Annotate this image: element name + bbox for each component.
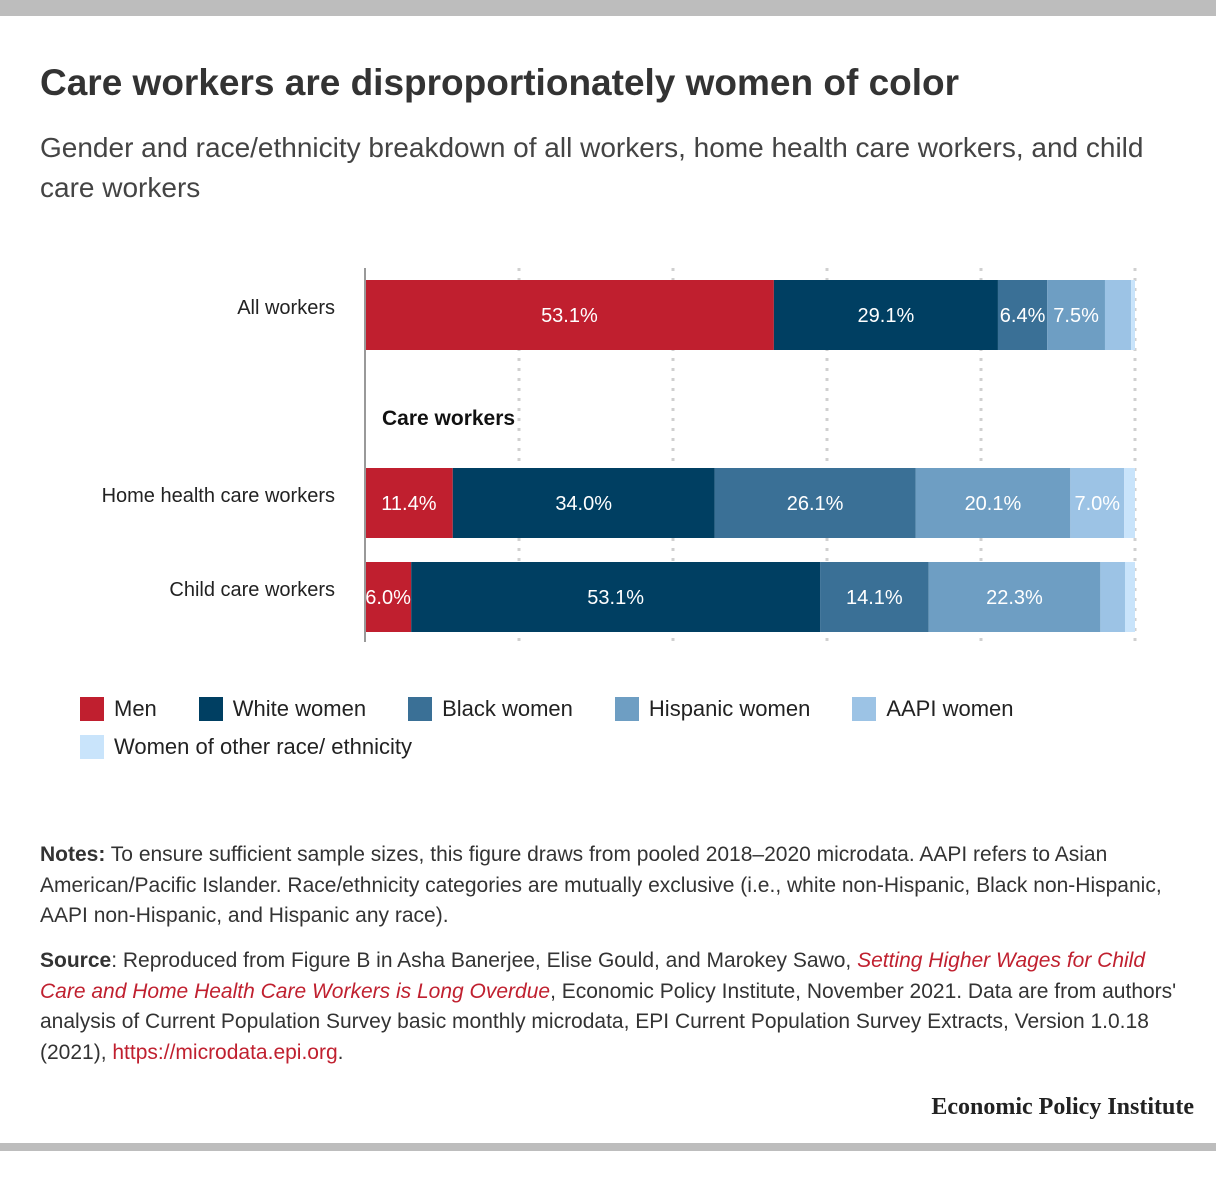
- category-label: Child care workers: [169, 579, 335, 601]
- data-label: 7.5%: [1053, 305, 1099, 327]
- data-label: 53.1%: [587, 587, 644, 609]
- source-text-before: : Reproduced from Figure B in Asha Baner…: [111, 949, 858, 972]
- stacked-bar-chart: 53.1% 29.1% 6.4% 7.5% All workers 11.4% 34.0% 2…: [102, 268, 1137, 642]
- data-label: 53.1%: [541, 305, 598, 327]
- legend-label: Hispanic women: [648, 696, 811, 721]
- legend-item-white-women: White women: [198, 696, 367, 722]
- chart-title: Care workers are disproportionately wome…: [40, 62, 960, 103]
- bar-women-of-other-race-ethnicity-2: [1124, 468, 1135, 538]
- legend-swatch: [852, 697, 877, 721]
- bar-men-2: [365, 468, 453, 538]
- legend-item-black-women: Black women: [408, 696, 573, 722]
- data-label: 22.3%: [986, 587, 1043, 609]
- bar-aapi-women-3: [1100, 562, 1125, 632]
- notes-text: To ensure sufficient sample sizes, this …: [40, 843, 1162, 927]
- bar-aapi-women-2: [1070, 468, 1125, 538]
- chart-subtitle: Gender and race/ethnicity breakdown of a…: [40, 132, 1144, 203]
- bar-black-women-2: [714, 468, 916, 538]
- bar-men-3: [365, 562, 412, 632]
- legend-label: Men: [114, 696, 157, 721]
- bar-aapi-women-1: [1104, 280, 1132, 350]
- legend-swatch: [408, 697, 433, 721]
- source-label: Source: [40, 949, 112, 972]
- data-label: 26.1%: [787, 493, 844, 515]
- bar-hispanic-women-2: [915, 468, 1071, 538]
- source-end: .: [337, 1040, 344, 1064]
- bar-hispanic-women-1: [1047, 280, 1105, 350]
- source-text-after: , Economic Policy Institute, November 20…: [40, 979, 1177, 1064]
- legend-item-women-of-other-race-ethnicity: Women of other race/ ethnicity: [80, 734, 412, 760]
- data-label: 34.0%: [555, 493, 612, 515]
- group-label-care-workers: Care workers: [382, 407, 515, 430]
- data-label: 29.1%: [858, 305, 915, 327]
- bar-white-women-2: [452, 468, 715, 538]
- bar-men-1: [365, 280, 774, 350]
- source-report-title-link[interactable]: Setting Higher Wages for Child Care and …: [40, 949, 1146, 1003]
- data-label: 11.4%: [381, 493, 436, 515]
- data-label: 20.1%: [965, 493, 1022, 515]
- legend-item-hispanic-women: Hispanic women: [614, 696, 811, 722]
- bar-hispanic-women-3: [928, 562, 1101, 632]
- bar-women-of-other-race-ethnicity-3: [1124, 562, 1135, 632]
- bottom-border: [0, 1143, 1216, 1151]
- bar-black-women-1: [997, 280, 1048, 350]
- epi-logo: Economic Policy Institute: [931, 1094, 1194, 1120]
- legend-item-aapi-women: AAPI women: [852, 696, 1014, 722]
- legend-swatch: [80, 697, 104, 721]
- legend-label: AAPI women: [886, 696, 1014, 721]
- legend-label: Black women: [442, 696, 573, 721]
- source: Source: Reproduced from Figure B in Asha…: [40, 946, 1180, 1068]
- legend-swatch: [614, 697, 639, 721]
- data-label: 14.1%: [846, 587, 903, 609]
- data-label: 6.0%: [365, 587, 411, 609]
- data-label: 6.4%: [1000, 305, 1046, 327]
- bar-black-women-3: [820, 562, 929, 632]
- legend-swatch: [80, 735, 104, 759]
- legend-label: Women of other race/ ethnicity: [114, 734, 412, 759]
- data-label: 7.0%: [1074, 493, 1120, 515]
- notes: Notes: To ensure sufficient sample sizes…: [40, 840, 1180, 932]
- top-border: [0, 0, 1216, 16]
- category-label: Home health care workers: [102, 485, 335, 507]
- notes-label: Notes:: [40, 843, 106, 866]
- source-microdata-link[interactable]: https://microdata.epi.org: [112, 1040, 338, 1064]
- category-label: All workers: [237, 297, 335, 319]
- legend-label: White women: [232, 696, 367, 721]
- legend-item-men: Men: [80, 696, 157, 722]
- bar-white-women-1: [773, 280, 998, 350]
- bar-white-women-3: [411, 562, 821, 632]
- chart-legend: Men White women Black women Hispanic women A…: [80, 696, 1180, 760]
- bar-women-of-other-race-ethnicity-1: [1131, 280, 1135, 350]
- legend-swatch: [198, 697, 223, 721]
